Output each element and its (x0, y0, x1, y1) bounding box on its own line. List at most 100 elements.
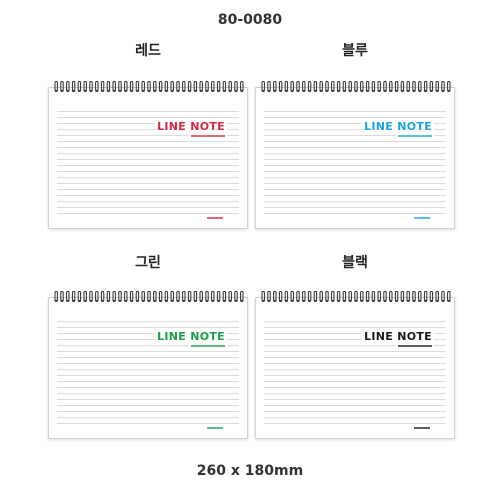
spiral-coil (106, 291, 111, 302)
fine-print-mark (398, 345, 432, 347)
spiral-coil (348, 81, 352, 92)
spiral-coil (267, 291, 271, 302)
spiral-coil (60, 81, 64, 92)
fine-print-mark (191, 135, 225, 137)
spiral-coil (205, 291, 209, 302)
spiral-coil (418, 291, 422, 302)
spiral-coil (336, 291, 341, 302)
spiral-coil (158, 291, 163, 302)
spiral-binding-icon (261, 291, 451, 302)
spiral-coil (307, 81, 312, 92)
spiral-coil (71, 291, 76, 302)
spiral-coil (141, 291, 145, 302)
spiral-coil (406, 81, 410, 92)
spiral-coil (153, 291, 157, 302)
spiral-coil (193, 291, 198, 302)
spiral-binding-icon (54, 81, 244, 92)
spiral-coil (176, 81, 180, 92)
spiral-coil (222, 81, 227, 92)
notebook-subtitle (189, 134, 227, 138)
spiral-coil (290, 81, 294, 92)
spiral-coil (147, 291, 151, 302)
spiral-coil (216, 291, 221, 302)
spiral-coil (182, 291, 186, 302)
spiral-coil (100, 81, 105, 92)
spiral-coil (66, 81, 70, 92)
spiral-coil (360, 291, 364, 302)
spiral-coil (205, 81, 209, 92)
spiral-coil (199, 291, 203, 302)
spiral-coil (89, 291, 93, 302)
spiral-coil (187, 81, 192, 92)
spiral-coil (313, 81, 318, 92)
spiral-coil (307, 291, 312, 302)
spiral-coil (54, 291, 58, 302)
brand-mark (207, 426, 223, 430)
variant-label: 블랙 (342, 255, 368, 271)
spiral-coil (135, 81, 140, 92)
spiral-coil (284, 291, 289, 302)
spiral-coil (371, 81, 376, 92)
spiral-coil (418, 81, 422, 92)
spiral-coil (187, 291, 192, 302)
spiral-coil (273, 291, 277, 302)
spiral-coil (83, 291, 87, 302)
spiral-coil (336, 81, 341, 92)
spiral-coil (193, 81, 198, 92)
spiral-coil (240, 81, 244, 92)
notebook-title: LINE NOTE (362, 330, 434, 343)
spiral-coil (365, 291, 370, 302)
spiral-coil (342, 81, 347, 92)
spiral-coil (118, 81, 122, 92)
spiral-coil (228, 81, 232, 92)
spiral-coil (240, 291, 244, 302)
spiral-coil (377, 81, 381, 92)
spiral-coil (170, 291, 174, 302)
spiral-coil (296, 291, 300, 302)
fine-print-mark (414, 217, 430, 219)
spiral-binding-icon (54, 291, 244, 302)
spiral-coil (313, 291, 318, 302)
spiral-coil (211, 291, 215, 302)
spiral-coil (71, 81, 76, 92)
spiral-coil (389, 291, 393, 302)
spiral-coil (325, 291, 329, 302)
spiral-coil (389, 81, 393, 92)
spiral-coil (273, 81, 277, 92)
spiral-coil (112, 81, 116, 92)
spiral-coil (77, 291, 82, 302)
spiral-coil (77, 81, 82, 92)
spiral-coil (354, 81, 358, 92)
spiral-coil (124, 291, 128, 302)
fine-print-mark (414, 427, 430, 429)
spiral-coil (228, 291, 232, 302)
notebook-mockup: LINE NOTE (48, 81, 248, 229)
brand-mark (414, 426, 430, 430)
spiral-coil (383, 81, 387, 92)
variant-label: 레드 (135, 43, 161, 59)
spiral-coil (261, 291, 265, 302)
notebook-title: LINE NOTE (155, 120, 227, 133)
brand-mark (414, 216, 430, 220)
spiral-coil (394, 81, 399, 92)
spiral-coil (371, 291, 376, 302)
spiral-coil (129, 291, 134, 302)
fine-print-mark (398, 135, 432, 137)
spiral-coil (66, 291, 70, 302)
spiral-coil (296, 81, 300, 92)
spiral-coil (89, 81, 93, 92)
spiral-coil (267, 81, 271, 92)
fine-print-mark (207, 217, 223, 219)
fine-print-mark (191, 345, 225, 347)
spiral-coil (319, 291, 323, 302)
spiral-coil (216, 81, 221, 92)
spiral-coil (406, 291, 410, 302)
spiral-coil (211, 81, 215, 92)
spiral-coil (95, 81, 99, 92)
spiral-coil (429, 291, 434, 302)
spiral-coil (124, 81, 128, 92)
spiral-coil (118, 291, 122, 302)
spiral-coil (342, 291, 347, 302)
spiral-coil (147, 81, 151, 92)
spiral-coil (60, 291, 64, 302)
